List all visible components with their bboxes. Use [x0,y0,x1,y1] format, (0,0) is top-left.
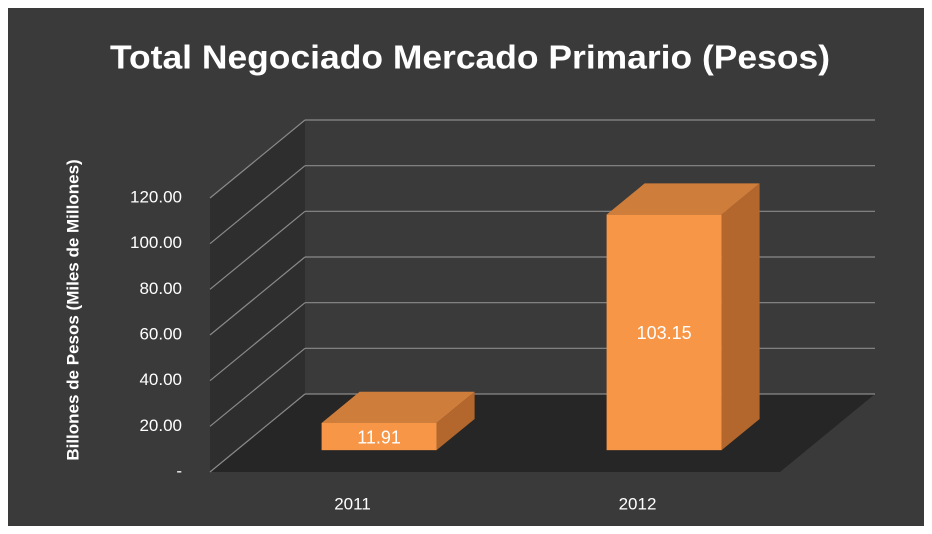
bar [606,214,722,451]
data-label: 103.15 [637,323,692,343]
grid-line [209,256,306,336]
chart-title: Total Negociado Mercado Primario (Pesos) [110,39,830,76]
y-tick-label: - [176,461,182,480]
floor [210,394,875,472]
x-tick-label: 2012 [619,494,657,513]
bar [321,422,437,451]
grid-line [209,119,306,199]
y-tick-label: 80.00 [139,279,182,298]
y-tick-label: 20.00 [139,416,182,435]
bar-top [321,391,475,423]
bar-side [436,391,475,451]
grid-line [209,210,306,290]
grid-line [209,302,306,382]
y-tick-label: 40.00 [139,370,182,389]
bar-top [606,183,760,215]
grid-line [209,347,306,427]
y-tick-label: 100.00 [130,233,182,252]
grid-line [209,165,306,245]
y-tick-label: 60.00 [139,324,182,343]
y-axis-label: Billones de Pesos (Miles de Millones) [63,159,82,460]
grid-line [209,393,306,473]
y-tick-label: 120.00 [130,187,182,206]
bar-side [721,183,760,451]
x-tick-label: 2011 [334,494,371,513]
data-label: 11.91 [357,427,401,447]
